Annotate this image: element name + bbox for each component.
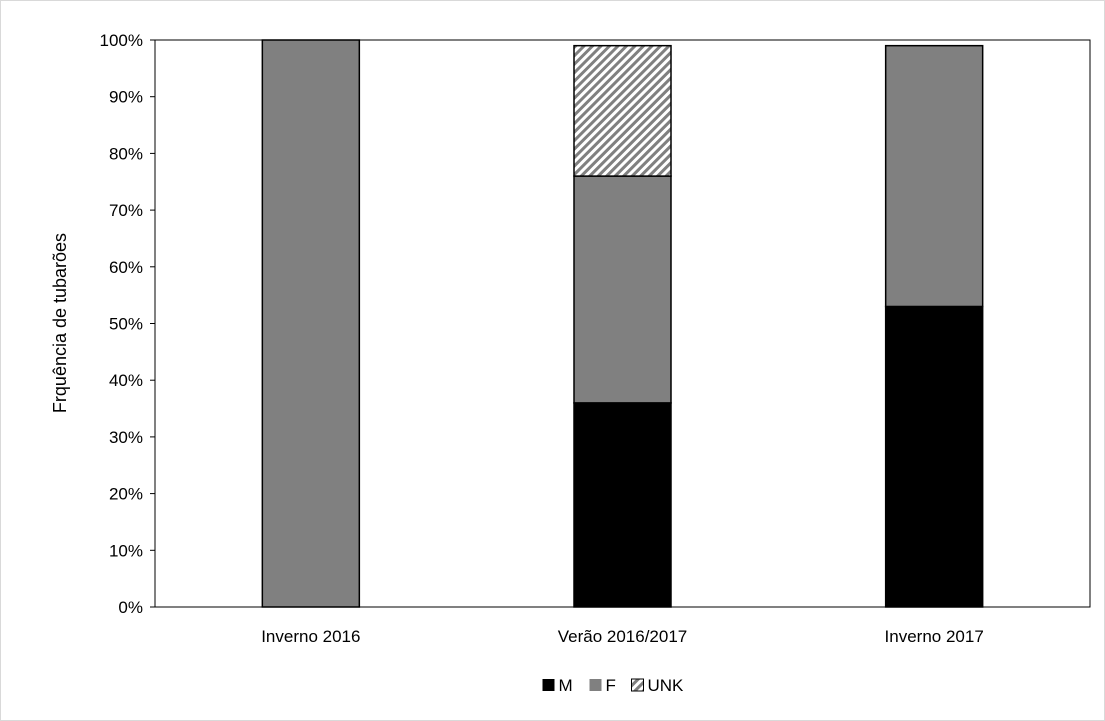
legend-label-m: M [559, 676, 573, 695]
legend-swatch-f [589, 679, 602, 691]
bar-f-1 [573, 175, 672, 404]
bar-unk-1 [573, 44, 672, 177]
y-tick-label: 0% [118, 598, 143, 617]
y-tick-label: 100% [100, 31, 143, 50]
x-tick-label: Inverno 2017 [885, 627, 984, 646]
y-tick-label: 50% [109, 315, 143, 334]
y-tick-label: 30% [109, 428, 143, 447]
x-tick-label: Verão 2016/2017 [558, 627, 688, 646]
y-axis-title: Frquência de tubarões [50, 233, 70, 413]
y-tick-label: 60% [109, 258, 143, 277]
y-tick-label: 40% [109, 371, 143, 390]
bar-m-2 [884, 305, 984, 608]
legend-swatch-m [542, 679, 555, 691]
y-axis: 0% 10% 20% 30% 40% 50% 60% 70% 80% 90% 100% [100, 31, 155, 617]
legend-label-f: F [606, 676, 616, 695]
x-tick-label: Inverno 2016 [261, 627, 360, 646]
legend-swatch-unk [631, 678, 644, 692]
bar-m-1 [573, 402, 672, 608]
bars [261, 39, 984, 608]
bar-f-2 [884, 44, 984, 308]
legend-label-unk: UNK [648, 676, 685, 695]
y-tick-label: 20% [109, 485, 143, 504]
y-tick-label: 10% [109, 541, 143, 560]
y-tick-label: 80% [109, 144, 143, 163]
legend: M F UNK [542, 676, 685, 695]
bar-f-0 [261, 39, 361, 608]
y-tick-label: 90% [109, 88, 143, 107]
x-axis: Inverno 2016 Verão 2016/2017 Inverno 2017 [261, 627, 984, 646]
y-tick-label: 70% [109, 201, 143, 220]
